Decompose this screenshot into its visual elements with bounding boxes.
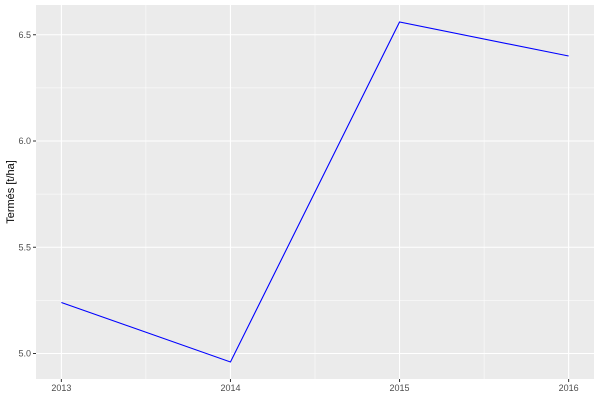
- series-group: [61, 21, 569, 363]
- y-tick-label: 6.5: [18, 30, 31, 40]
- x-tick-label: 2014: [220, 383, 240, 393]
- axes: 2013 2014 2015 2016 5.0 5.5 6.0 6.5: [18, 30, 578, 393]
- x-tick-label: 2013: [51, 383, 71, 393]
- y-tick-label: 5.0: [18, 349, 31, 359]
- major-gridlines: [36, 5, 594, 379]
- series-line: [61, 21, 569, 363]
- x-tick-label: 2016: [559, 383, 579, 393]
- y-tick-label: 5.5: [18, 242, 31, 252]
- y-axis-label: Termés [t/ha]: [5, 160, 17, 224]
- x-tick-label: 2015: [390, 383, 410, 393]
- y-tick-label: 6.0: [18, 136, 31, 146]
